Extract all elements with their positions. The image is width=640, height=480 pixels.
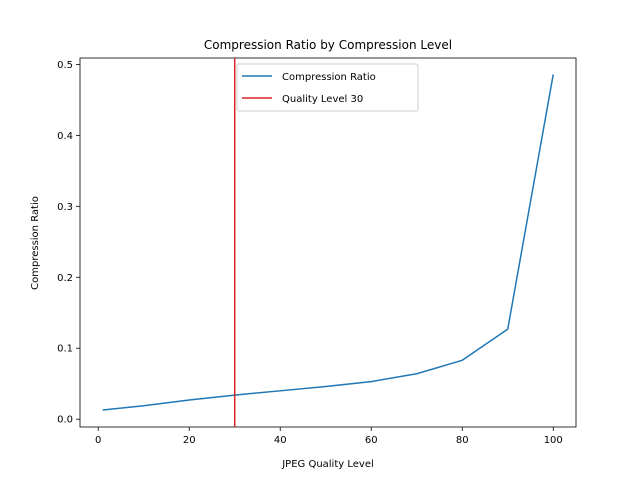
y-tick-label: 0.1 <box>57 344 73 355</box>
x-axis: 0 20 40 60 80 100 <box>95 427 563 446</box>
x-axis-label: JPEG Quality Level <box>281 459 374 470</box>
x-tick-label: 40 <box>274 435 287 446</box>
y-tick-label: 0.5 <box>57 60 73 71</box>
legend-label-compression-ratio: Compression Ratio <box>282 72 376 83</box>
y-tick-label: 0.4 <box>57 131 73 142</box>
y-axis-label: Compression Ratio <box>30 196 41 290</box>
y-tick-label: 0.0 <box>57 415 73 426</box>
y-axis: 0.0 0.1 0.2 0.3 0.4 0.5 <box>57 60 80 426</box>
legend-label-quality-level: Quality Level 30 <box>282 94 363 105</box>
x-tick-label: 20 <box>183 435 196 446</box>
plot-area <box>79 57 577 428</box>
legend-box <box>236 63 419 112</box>
y-tick-label: 0.3 <box>57 202 73 213</box>
y-tick-label: 0.2 <box>57 273 73 284</box>
x-tick-label: 60 <box>365 435 378 446</box>
legend: Compression Ratio Quality Level 30 <box>236 63 419 112</box>
chart-title: Compression Ratio by Compression Level <box>204 38 452 52</box>
plot-frame <box>79 57 577 428</box>
x-tick-label: 100 <box>544 435 563 446</box>
series-line-compression-ratio <box>102 74 554 411</box>
x-tick-label: 80 <box>456 435 469 446</box>
x-tick-label: 0 <box>95 435 101 446</box>
